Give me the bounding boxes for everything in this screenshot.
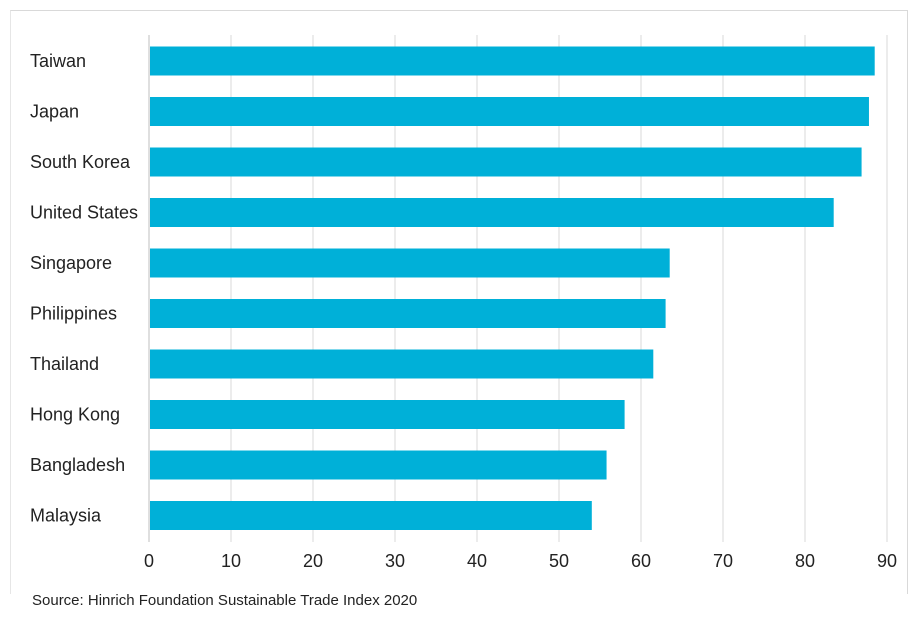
bar-singapore: [150, 248, 670, 278]
bar-united-states: [150, 198, 834, 227]
x-tick-label: 40: [467, 551, 487, 571]
bar-south-korea: [150, 147, 862, 177]
category-label: Singapore: [30, 253, 112, 273]
category-label: Philippines: [30, 304, 117, 324]
bar-thailand: [150, 349, 654, 379]
x-tick-label: 20: [303, 551, 323, 571]
category-label: United States: [30, 203, 138, 223]
bar-philippines: [150, 299, 666, 328]
x-tick-label: 10: [221, 551, 241, 571]
x-tick-label: 0: [144, 551, 154, 571]
x-tick-label: 70: [713, 551, 733, 571]
bar-taiwan: [150, 46, 875, 76]
x-tick-label: 90: [877, 551, 897, 571]
category-label: Hong Kong: [30, 405, 120, 425]
chart-frame: [10, 10, 908, 594]
x-tick-label: 60: [631, 551, 651, 571]
x-tick-label: 50: [549, 551, 569, 571]
category-label: Taiwan: [30, 51, 86, 71]
source-note: Source: Hinrich Foundation Sustainable T…: [32, 592, 418, 609]
bar-malaysia: [150, 501, 592, 530]
category-label: South Korea: [30, 152, 131, 172]
category-label: Malaysia: [30, 506, 102, 526]
bar-chart: 0 10 20 30 40 50 60 70 80 90 Taiwan Japan South Kore…: [30, 35, 897, 571]
category-label: Bangladesh: [30, 455, 125, 475]
bar-bangladesh: [150, 450, 607, 480]
category-label: Japan: [30, 102, 79, 122]
x-tick-label: 30: [385, 551, 405, 571]
bar-hong-kong: [150, 400, 625, 429]
x-tick-label: 80: [795, 551, 815, 571]
bar-japan: [150, 97, 869, 126]
category-label: Thailand: [30, 354, 99, 374]
